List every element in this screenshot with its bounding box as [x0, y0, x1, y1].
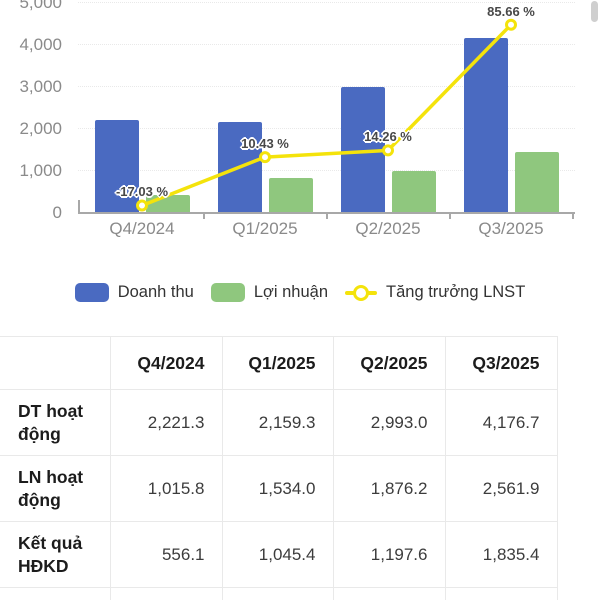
table-cell: 2,159.3 — [221, 389, 334, 456]
table-cell — [109, 587, 223, 600]
table-row: Kết quả HĐKD 556.1 1,045.4 1,197.6 1,835.4 — [0, 521, 558, 588]
legend-item-tang-truong-lnst[interactable]: Tăng trưởng LNST — [345, 283, 525, 302]
table-row-label: Kết quả HĐKD — [0, 521, 111, 588]
chart-legend: Doanh thu Lợi nhuận Tăng trưởng LNST — [0, 283, 600, 302]
table-header-cell: Q1/2025 — [221, 336, 334, 390]
growth-value-label: -17.03 % — [115, 184, 169, 200]
bar-doanh-thu-2[interactable] — [340, 87, 385, 213]
growth-point-2[interactable] — [382, 144, 394, 157]
growth-value-label: 14.26 % — [364, 129, 412, 145]
growth-point-3[interactable] — [505, 18, 517, 31]
legend-label-loi-nhuan: Lợi nhuận — [253, 283, 329, 301]
growth-value-label: 85.66 % — [487, 3, 535, 19]
doanh-thu-swatch-icon — [74, 283, 109, 302]
legend-label-tang-truong-lnst: Tăng trưởng LNST — [386, 283, 526, 301]
y-gridline — [78, 2, 575, 3]
financial-table: Q4/2024 Q1/2025 Q2/2025 Q3/2025 DT hoạt động… — [0, 336, 558, 600]
table-cell — [332, 587, 446, 600]
legend-item-loi-nhuan[interactable]: Lợi nhuận — [210, 283, 329, 302]
financial-table-wrap: Q4/2024 Q1/2025 Q2/2025 Q3/2025 DT hoạt động… — [0, 336, 558, 600]
legend-label-doanh-thu: Doanh thu — [117, 283, 194, 301]
vertical-scrollbar-thumb[interactable] — [591, 1, 598, 22]
table-cell: 1,835.4 — [444, 521, 558, 588]
x-axis-label: Q4/2024 — [109, 219, 175, 238]
table-cell: 1,045.4 — [221, 521, 334, 588]
bar-doanh-thu-3[interactable] — [463, 38, 508, 213]
y-axis-tick-label: 0 — [52, 203, 62, 222]
table-row: LN hoạt động 1,015.8 1,534.0 1,876.2 2,561.9 — [0, 455, 558, 522]
table-header-cell: Q3/2025 — [444, 336, 558, 390]
table-row-label — [0, 587, 111, 600]
table-cell — [221, 587, 334, 600]
bar-loi-nhuan-1[interactable] — [268, 178, 313, 213]
table-cell: 1,534.0 — [221, 455, 334, 522]
x-axis-label: Q2/2025 — [355, 219, 421, 238]
table-row-label: LN hoạt động — [0, 455, 111, 522]
x-axis-tick — [203, 213, 205, 219]
table-cell — [444, 587, 558, 600]
growth-value-label: 10.43 % — [241, 136, 289, 152]
legend-item-doanh-thu[interactable]: Doanh thu — [74, 283, 194, 302]
bar-doanh-thu-0[interactable] — [94, 120, 139, 213]
bar-loi-nhuan-2[interactable] — [391, 171, 436, 213]
table-row — [0, 587, 558, 600]
loi-nhuan-swatch-icon — [210, 283, 245, 302]
table-cell: 1,197.6 — [332, 521, 446, 588]
table-row-label: DT hoạt động — [0, 389, 111, 456]
table-cell: 2,993.0 — [332, 389, 446, 456]
y-axis-tick-label: 1,000 — [19, 161, 62, 180]
x-axis-label: Q1/2025 — [232, 219, 298, 238]
x-axis-tick — [326, 213, 328, 219]
x-axis-tick — [572, 213, 574, 219]
y-axis-tick-label: 3,000 — [19, 77, 62, 96]
table-header-cell: Q4/2024 — [109, 336, 223, 390]
y-axis-tick-label: 5,000 — [19, 0, 62, 12]
table-cell: 1,876.2 — [332, 455, 446, 522]
y-axis-border-tick — [78, 200, 80, 213]
table-cell: 556.1 — [109, 521, 223, 588]
table-header-cell: Q2/2025 — [332, 336, 446, 390]
x-axis-tick — [449, 213, 451, 219]
growth-point-1[interactable] — [259, 151, 271, 164]
x-axis-label: Q3/2025 — [478, 219, 544, 238]
chart-area: 0 1,000 2,000 3,000 4,000 5,000 Q4/2024 Q1/2025… — [0, 0, 600, 260]
bar-loi-nhuan-3[interactable] — [514, 152, 559, 213]
table-row: DT hoạt động 2,221.3 2,159.3 2,993.0 4,176.7 — [0, 389, 558, 456]
table-header-row: Q4/2024 Q1/2025 Q2/2025 Q3/2025 — [0, 336, 558, 390]
table-cell: 2,561.9 — [444, 455, 558, 522]
y-axis-tick-label: 4,000 — [19, 35, 62, 54]
line-marker-icon — [345, 284, 378, 302]
table-cell: 2,221.3 — [109, 389, 223, 456]
table-header-cell — [0, 336, 111, 390]
y-axis-tick-label: 2,000 — [19, 119, 62, 138]
table-cell: 4,176.7 — [444, 389, 558, 456]
table-cell: 1,015.8 — [109, 455, 223, 522]
